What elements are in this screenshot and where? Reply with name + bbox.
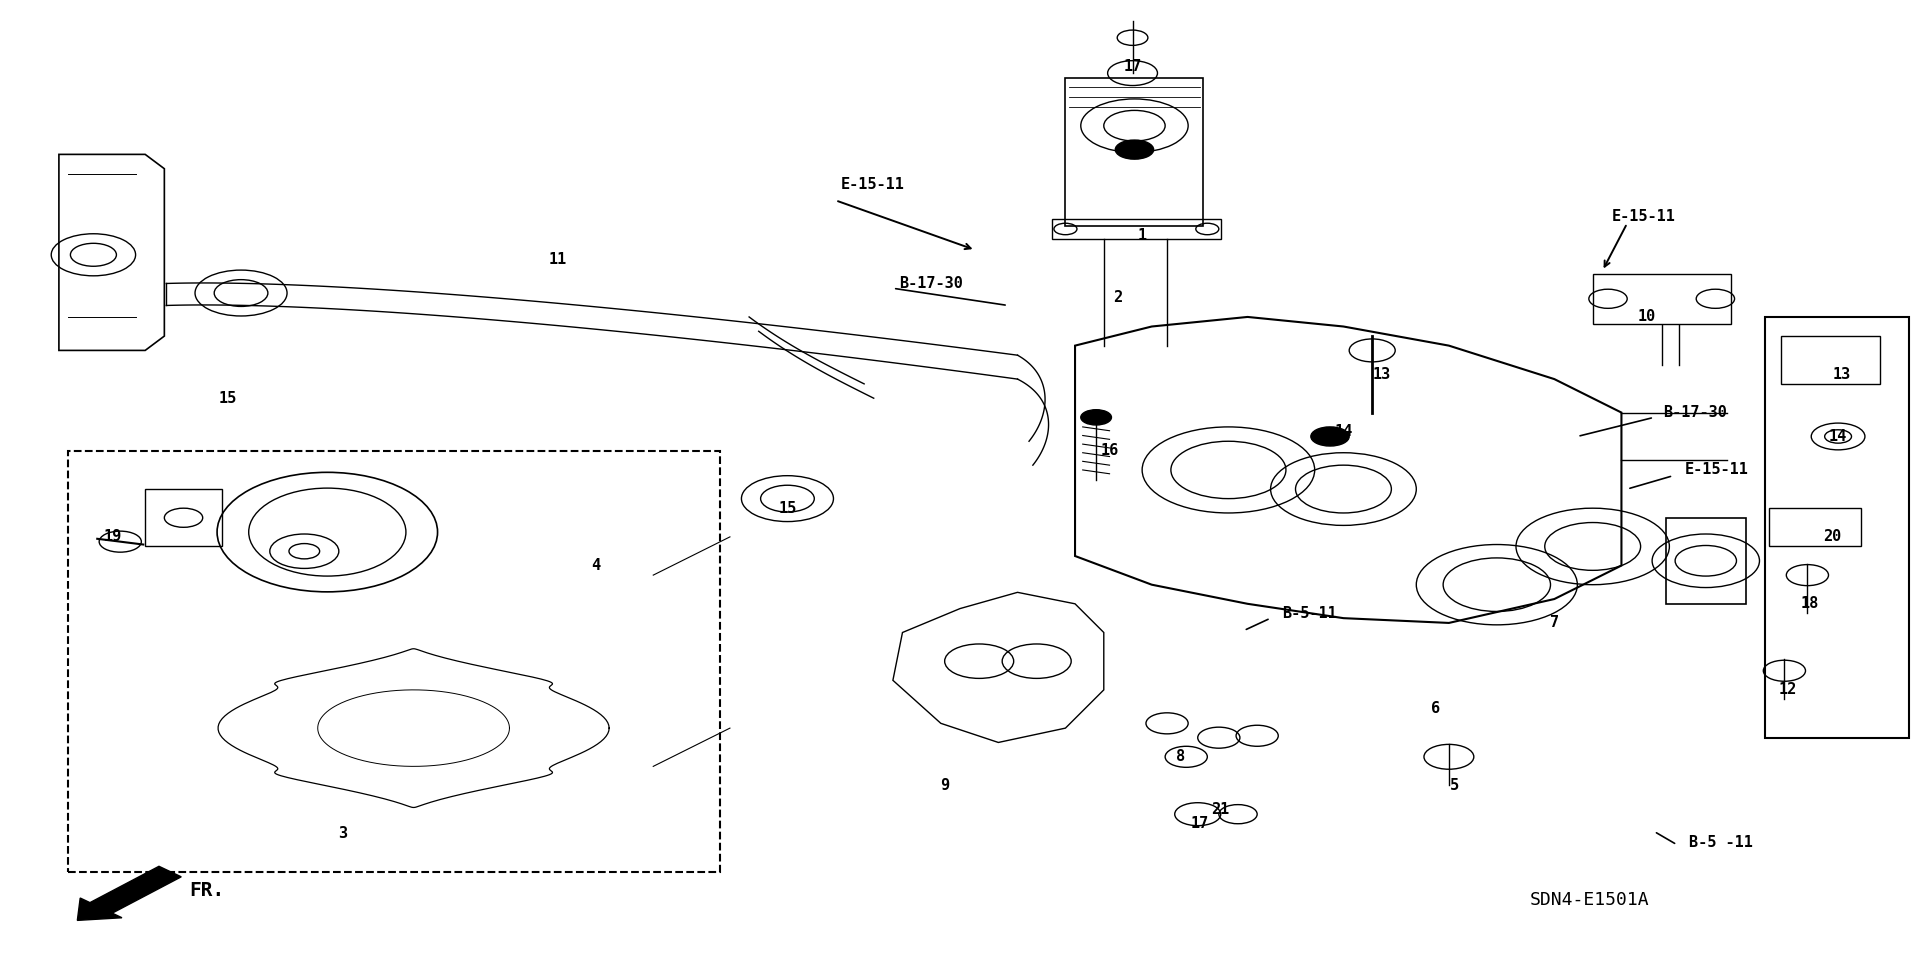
Text: 15: 15 bbox=[219, 390, 236, 406]
Text: E-15-11: E-15-11 bbox=[1684, 462, 1749, 478]
Text: 13: 13 bbox=[1834, 366, 1851, 382]
Text: 18: 18 bbox=[1801, 596, 1818, 611]
Text: 19: 19 bbox=[104, 529, 121, 545]
FancyArrow shape bbox=[77, 866, 180, 921]
Text: 17: 17 bbox=[1123, 58, 1142, 74]
Bar bbox=[1768, 508, 1860, 547]
Bar bbox=[1594, 274, 1730, 323]
Bar bbox=[69, 451, 720, 872]
Text: B-5-11: B-5-11 bbox=[1283, 606, 1336, 620]
Text: 7: 7 bbox=[1549, 616, 1559, 630]
Text: 1: 1 bbox=[1137, 228, 1146, 244]
Text: 16: 16 bbox=[1100, 443, 1119, 458]
Text: E-15-11: E-15-11 bbox=[841, 177, 904, 193]
Circle shape bbox=[1311, 427, 1350, 446]
Text: FR.: FR. bbox=[190, 881, 225, 901]
Text: B-17-30: B-17-30 bbox=[1663, 405, 1728, 420]
Text: 20: 20 bbox=[1824, 529, 1841, 545]
Bar bbox=[1764, 316, 1908, 737]
Bar bbox=[146, 489, 223, 547]
Text: 11: 11 bbox=[549, 252, 566, 267]
Text: 21: 21 bbox=[1212, 802, 1231, 817]
Text: 5: 5 bbox=[1450, 778, 1459, 793]
Text: E-15-11: E-15-11 bbox=[1613, 209, 1676, 224]
Text: B-5 -11: B-5 -11 bbox=[1688, 835, 1753, 851]
Text: 12: 12 bbox=[1780, 683, 1797, 697]
Text: B-17-30: B-17-30 bbox=[899, 276, 962, 291]
Text: SDN4-E1501A: SDN4-E1501A bbox=[1530, 891, 1649, 909]
Bar bbox=[1066, 78, 1204, 226]
Bar bbox=[1665, 518, 1745, 604]
Bar bbox=[1780, 336, 1880, 384]
Text: 9: 9 bbox=[941, 778, 948, 793]
Text: 10: 10 bbox=[1638, 310, 1655, 324]
Text: 14: 14 bbox=[1334, 424, 1352, 439]
Text: 13: 13 bbox=[1373, 366, 1390, 382]
Text: 3: 3 bbox=[338, 826, 348, 841]
Text: 8: 8 bbox=[1175, 749, 1185, 764]
Bar bbox=[1052, 220, 1221, 239]
Text: 15: 15 bbox=[778, 501, 797, 516]
Circle shape bbox=[1081, 409, 1112, 425]
Text: 17: 17 bbox=[1190, 816, 1210, 831]
Text: 14: 14 bbox=[1830, 429, 1847, 444]
Text: 4: 4 bbox=[591, 558, 601, 573]
Circle shape bbox=[1116, 140, 1154, 159]
Text: 6: 6 bbox=[1430, 701, 1440, 716]
Text: 2: 2 bbox=[1114, 291, 1121, 305]
